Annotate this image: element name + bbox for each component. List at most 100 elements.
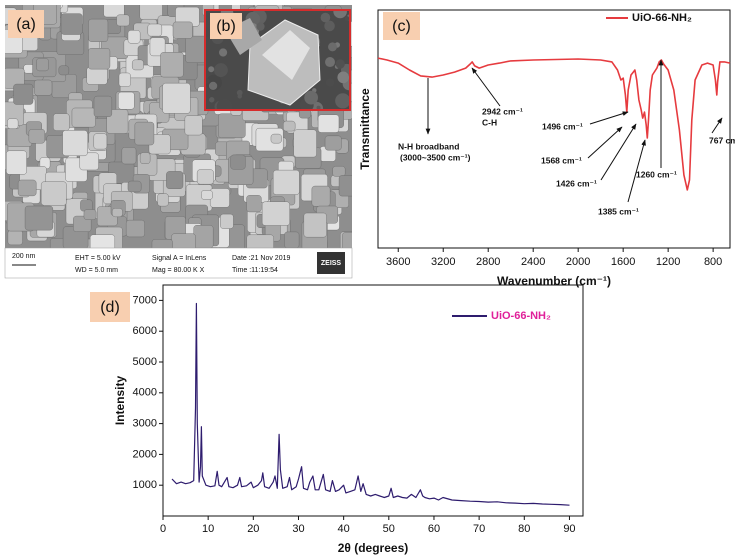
annotation: 767 cm⁻¹ (709, 135, 735, 145)
x-tick-label: 90 (563, 523, 575, 535)
particle (303, 212, 327, 238)
particle (283, 120, 296, 132)
particle (88, 18, 109, 42)
particle (58, 65, 70, 76)
texture (236, 89, 243, 96)
x-tick-label: 0 (160, 523, 166, 535)
particle (17, 179, 37, 197)
particle (103, 5, 125, 18)
particle (196, 169, 214, 185)
particle (86, 66, 108, 85)
x-tick-label: 2000 (566, 256, 590, 268)
x-axis-label: Wavenumber (cm⁻¹) (497, 274, 611, 288)
texture (335, 59, 345, 69)
texture (209, 97, 215, 103)
particle (220, 213, 234, 229)
legend-label: UiO-66-NH₂ (632, 12, 692, 24)
particle (166, 171, 184, 189)
particle (149, 37, 166, 57)
texture (316, 105, 321, 110)
particle (160, 52, 184, 78)
particle (28, 129, 46, 144)
particle (162, 82, 191, 114)
panel-label: (a) (16, 16, 36, 33)
particle (270, 133, 282, 144)
particle (118, 91, 135, 110)
data-line (171, 302, 570, 506)
particle (261, 201, 290, 226)
particle (184, 115, 203, 136)
texture (213, 63, 228, 78)
particle (93, 133, 108, 150)
annotation-arrow (600, 123, 637, 181)
info-text: WD = 5.0 mm (75, 267, 118, 274)
particle (332, 166, 346, 177)
texture (237, 94, 243, 99)
annotation: N-H broadband (398, 141, 459, 151)
particle (111, 208, 123, 218)
particle (134, 121, 155, 146)
x-tick-label: 800 (704, 256, 722, 268)
annotation: 1426 cm⁻¹ (556, 178, 597, 188)
x-tick-label: 70 (473, 523, 485, 535)
particle (293, 129, 317, 158)
x-tick-label: 3200 (431, 256, 455, 268)
y-axis-label: Intensity (113, 376, 127, 426)
texture (325, 78, 335, 87)
annotation: 1496 cm⁻¹ (542, 121, 583, 131)
particle (6, 150, 27, 175)
annotation: C-H (482, 117, 497, 127)
particle (272, 169, 300, 195)
particle (7, 229, 23, 246)
texture (335, 93, 350, 109)
particle (209, 188, 230, 208)
plot-frame (377, 9, 731, 249)
x-tick-label: 3600 (386, 256, 410, 268)
x-tick-label: 30 (292, 523, 304, 535)
particle (255, 127, 284, 152)
annotation: (3000~3500 cm⁻¹) (400, 152, 471, 162)
panel-label-box (8, 10, 44, 38)
texture (344, 16, 350, 21)
particle (118, 72, 131, 87)
texture (337, 71, 350, 84)
texture (256, 22, 265, 31)
annotation-arrow (627, 139, 646, 203)
particle (121, 147, 137, 165)
particle (89, 234, 115, 248)
info-text: EHT = 5.00 kV (75, 255, 121, 262)
crystal-face (262, 30, 310, 80)
sem-inset (205, 10, 350, 110)
particle (147, 23, 163, 37)
y-tick-label: 7000 (133, 294, 157, 306)
info-text: Mag = 80.00 K X (152, 267, 205, 274)
particle (246, 195, 262, 213)
x-tick-label: 2400 (521, 256, 545, 268)
panel-label: (c) (392, 18, 411, 35)
particle (88, 48, 111, 70)
texture (216, 98, 233, 110)
y-tick-label: 6000 (133, 325, 157, 337)
x-tick-label: 10 (202, 523, 214, 535)
info-text: Time :11:19:54 (232, 267, 278, 274)
x-tick-label: 50 (383, 523, 395, 535)
panel-label-box (210, 13, 242, 39)
inset-border (204, 9, 351, 111)
particle (24, 205, 54, 231)
y-axis-label: Transmittance (358, 88, 372, 170)
texture (218, 48, 228, 57)
annotation: 1568 cm⁻¹ (541, 155, 582, 165)
info-bar (4, 247, 353, 279)
texture (205, 77, 210, 84)
particle (93, 95, 113, 117)
particle (246, 234, 274, 248)
x-tick-label: 40 (338, 523, 350, 535)
particle (311, 185, 331, 207)
x-tick-label: 60 (428, 523, 440, 535)
particle (151, 239, 173, 248)
texture (320, 12, 331, 23)
panel-label: (d) (100, 299, 120, 316)
particle (34, 79, 53, 96)
particle (60, 13, 83, 35)
